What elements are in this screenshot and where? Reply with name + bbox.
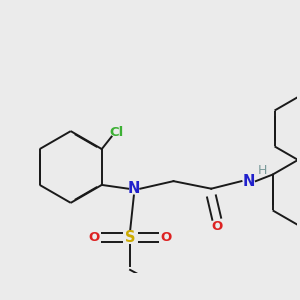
- Text: O: O: [160, 231, 172, 244]
- Text: N: N: [243, 174, 255, 189]
- Text: N: N: [128, 181, 140, 196]
- Text: S: S: [125, 230, 135, 245]
- Text: O: O: [211, 220, 223, 233]
- Text: H: H: [257, 164, 267, 177]
- Text: Cl: Cl: [109, 126, 123, 139]
- Text: O: O: [88, 231, 100, 244]
